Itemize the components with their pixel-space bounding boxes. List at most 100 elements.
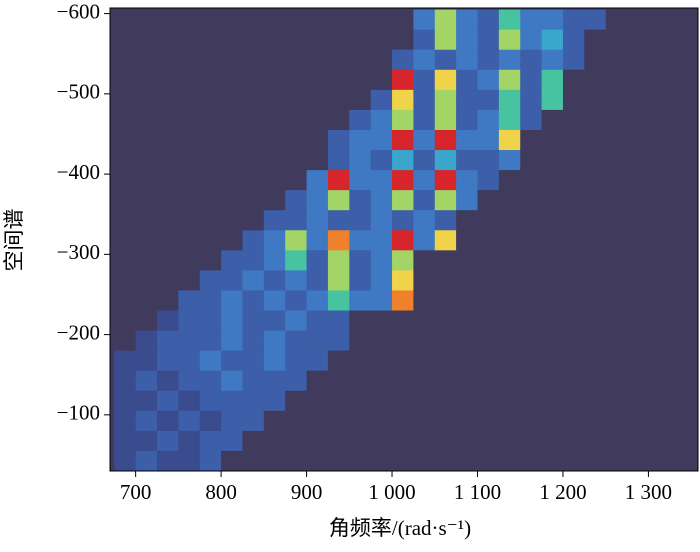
heat-cell: [477, 250, 500, 271]
heat-cell: [370, 370, 393, 392]
heat-cell: [327, 450, 350, 472]
heat-cell: [648, 170, 671, 191]
heat-cell: [541, 450, 564, 472]
heat-cell: [199, 310, 222, 331]
heat-cell: [306, 390, 329, 412]
heat-cell: [349, 109, 371, 131]
heat-cell: [669, 89, 692, 111]
heat-cell: [584, 370, 606, 392]
heat-cell: [327, 210, 350, 231]
heat-cell: [285, 390, 307, 412]
heat-cell: [349, 270, 371, 291]
heat-cell: [562, 390, 585, 412]
heat-cell: [605, 270, 628, 291]
heat-cell: [584, 410, 606, 432]
heat-cell: [221, 450, 243, 472]
heat-cell: [456, 450, 478, 472]
heat-cell: [114, 190, 136, 211]
heat-cell: [221, 89, 243, 111]
heat-cell: [157, 69, 179, 91]
heat-cell: [327, 49, 350, 71]
heat-cell: [157, 49, 179, 71]
heat-cell: [306, 410, 329, 432]
heat-cell: [114, 69, 136, 91]
heat-cell: [327, 190, 350, 211]
heat-cell: [605, 109, 628, 131]
heat-cell: [669, 330, 692, 351]
heat-cell: [477, 190, 500, 211]
heat-cell: [648, 370, 671, 392]
heat-cell: [157, 29, 179, 51]
heat-cell: [434, 430, 457, 452]
heat-cell: [306, 150, 329, 171]
heat-cell: [306, 210, 329, 231]
heat-cell: [584, 290, 606, 311]
heat-cell: [178, 370, 201, 392]
heat-cell: [370, 310, 393, 331]
heat-cell: [520, 330, 542, 351]
heat-cell: [498, 109, 521, 131]
heat-cell: [199, 129, 222, 151]
heat-cell: [627, 190, 649, 211]
heat-cell: [114, 270, 136, 291]
heat-cell: [605, 250, 628, 271]
y-tick-label: −100: [57, 401, 100, 425]
heat-cell: [456, 190, 478, 211]
heat-cell: [413, 290, 436, 311]
heat-cell: [627, 49, 649, 71]
heat-cell: [178, 49, 201, 71]
heat-cell: [306, 9, 329, 30]
heat-cell: [669, 9, 692, 30]
heat-cell: [477, 230, 500, 251]
heat-cell: [541, 290, 564, 311]
heat-cell: [413, 49, 436, 71]
heat-cell: [605, 170, 628, 191]
heat-cell: [349, 310, 371, 331]
heat-cell: [327, 230, 350, 251]
heat-cell: [498, 9, 521, 30]
heat-cell: [584, 69, 606, 91]
heat-cell: [498, 150, 521, 171]
heat-cell: [605, 430, 628, 452]
heat-cell: [498, 49, 521, 71]
heat-cell: [648, 150, 671, 171]
y-tick-label: −500: [57, 80, 100, 104]
heat-cell: [178, 230, 201, 251]
heat-cell: [135, 109, 158, 131]
heat-cell: [520, 410, 542, 432]
heat-cell: [221, 330, 243, 351]
heat-cell: [178, 9, 201, 30]
heat-cell: [306, 250, 329, 271]
heat-cell: [605, 89, 628, 111]
heat-cell: [434, 250, 457, 271]
heat-cell: [541, 129, 564, 151]
heat-cell: [498, 290, 521, 311]
heat-cell: [562, 69, 585, 91]
heat-cell: [520, 190, 542, 211]
heat-cell: [157, 410, 179, 432]
heat-cell: [135, 150, 158, 171]
heat-cell: [584, 109, 606, 131]
heat-cell: [157, 150, 179, 171]
heat-cell: [178, 450, 201, 472]
heat-cell: [114, 410, 136, 432]
heat-cell: [114, 290, 136, 311]
heat-cell: [199, 290, 222, 311]
x-tick-label: 1 200: [539, 480, 586, 504]
heat-cell: [627, 250, 649, 271]
heat-cell: [263, 49, 286, 71]
heat-cell: [114, 230, 136, 251]
heat-cell: [135, 330, 158, 351]
heat-cell: [327, 430, 350, 452]
heat-cell: [498, 69, 521, 91]
heat-cell: [477, 410, 500, 432]
heat-cell: [392, 270, 414, 291]
x-axis-label: 角频率/(rad·s⁻¹): [329, 516, 471, 540]
heat-cell: [584, 170, 606, 191]
heat-cell: [285, 49, 307, 71]
heat-cell: [669, 430, 692, 452]
heat-cell: [584, 9, 606, 30]
heat-cell: [370, 290, 393, 311]
heat-cell: [584, 430, 606, 452]
heat-cell: [199, 330, 222, 351]
